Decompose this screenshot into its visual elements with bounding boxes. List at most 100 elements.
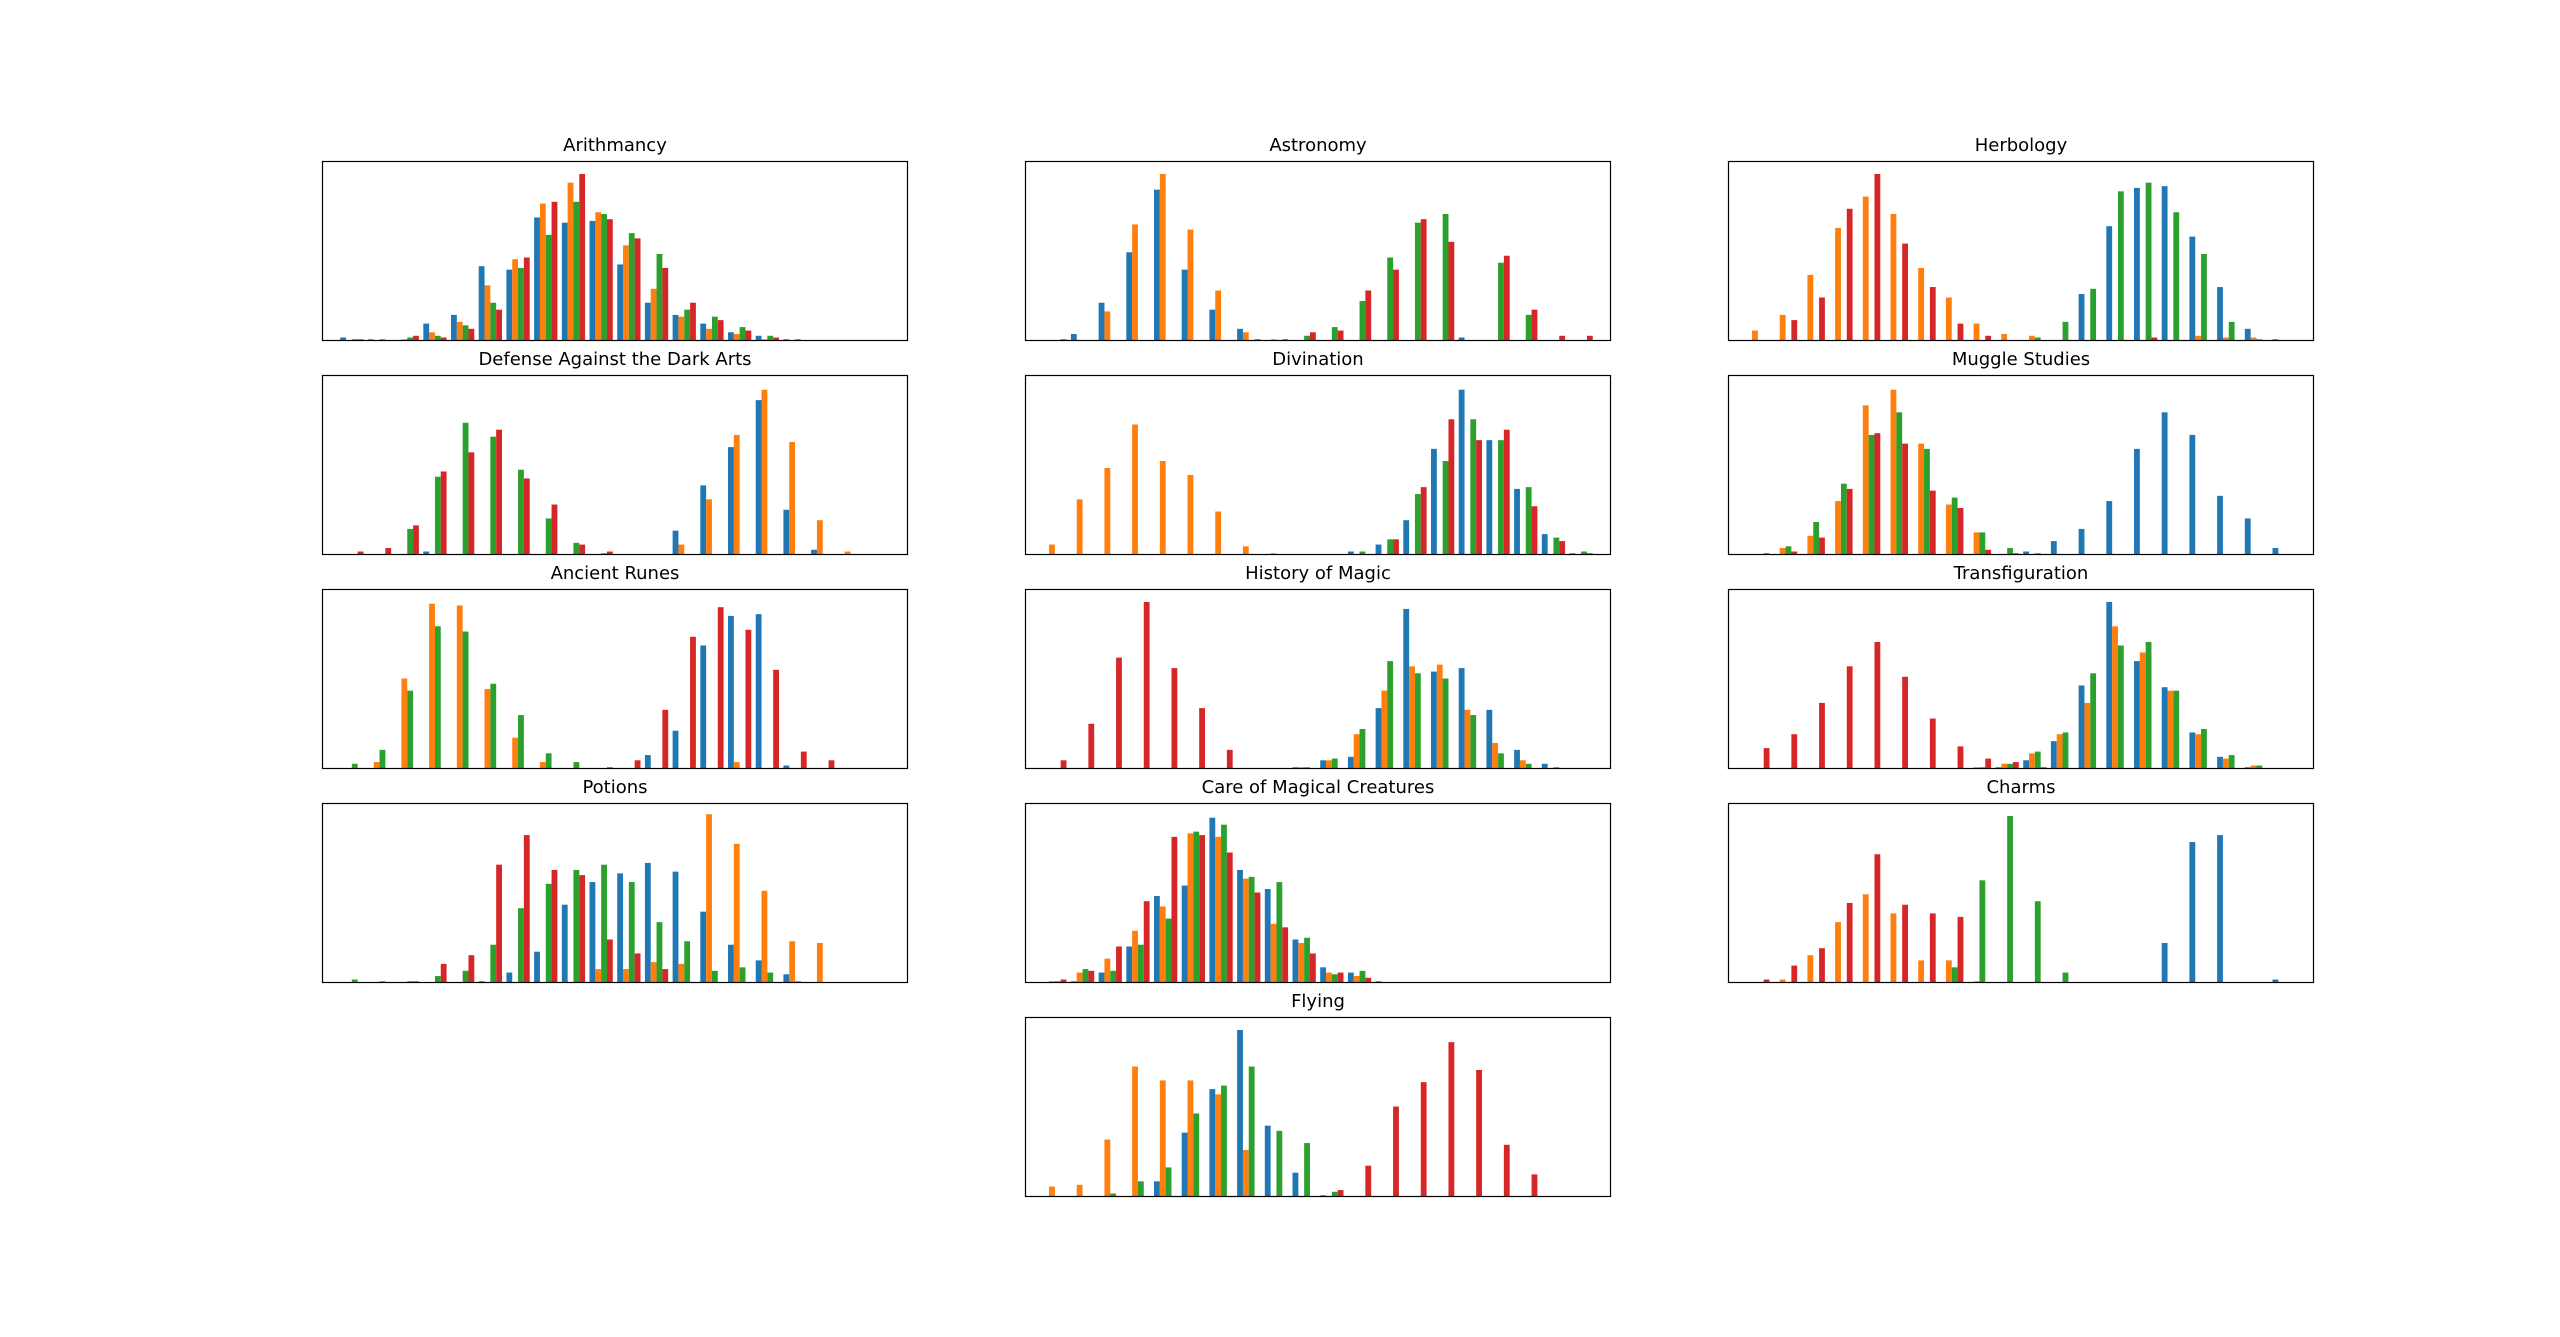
histogram-bar [1840, 483, 1847, 555]
histogram-bar [1492, 742, 1499, 769]
histogram-bar [1420, 487, 1427, 555]
histogram-bar [1132, 224, 1138, 341]
histogram-bar [650, 288, 657, 341]
histogram-bar [1929, 913, 1936, 983]
histogram-bar [634, 953, 641, 983]
histogram-bar [1819, 297, 1825, 341]
histogram-bar [512, 259, 519, 341]
histogram-bar [1237, 1029, 1243, 1197]
histogram-bar [656, 254, 663, 341]
panel-potions: Potions [321, 777, 909, 984]
histogram-bar [1420, 219, 1427, 341]
histogram-bar [2250, 765, 2257, 769]
histogram-bar [1187, 474, 1194, 555]
histogram-bar [789, 941, 796, 983]
histogram-bar [595, 969, 602, 983]
histogram-bar [1292, 939, 1299, 983]
histogram-bar [1945, 504, 1952, 555]
histogram-bar [1326, 972, 1332, 983]
histogram-bar [518, 908, 524, 983]
histogram-bar [1403, 520, 1410, 555]
histogram-bar [662, 267, 669, 341]
histogram-bar [1187, 229, 1194, 341]
histogram-bar [2084, 702, 2091, 769]
axes-frame [321, 160, 909, 342]
histogram-bar [2173, 212, 2180, 341]
histogram-bar [644, 862, 651, 983]
histogram-bar [2189, 732, 2196, 769]
histogram-bar [2078, 685, 2085, 769]
histogram-bar [733, 334, 740, 341]
histogram-bar [1110, 1193, 1117, 1197]
histogram-bar [1132, 424, 1138, 555]
histogram-bar [1779, 979, 1786, 983]
histogram-bar [755, 960, 762, 983]
histogram-bar [1375, 544, 1382, 555]
histogram-bar [678, 544, 685, 555]
histogram-bar [1237, 328, 1243, 341]
histogram-bar [1514, 488, 1520, 555]
histogram-bar [2117, 191, 2124, 341]
histogram-bar [1979, 880, 1986, 983]
histogram-bar [413, 335, 419, 341]
histogram-bar [2056, 734, 2063, 769]
histogram-bar [490, 683, 497, 769]
histogram-bar [2034, 337, 2041, 341]
histogram-bar [783, 765, 790, 769]
histogram-bar [1763, 748, 1770, 769]
histogram-bar [1126, 252, 1133, 341]
histogram-bar [2112, 626, 2118, 769]
histogram-bar [2201, 254, 2207, 341]
histogram-bar [1503, 1144, 1510, 1197]
histogram-bar [1181, 885, 1188, 983]
histogram-bar [728, 332, 734, 341]
histogram-bar [2139, 652, 2146, 769]
histogram-bar [1807, 955, 1814, 983]
histogram-bar [606, 939, 613, 983]
histogram-bar [534, 217, 540, 341]
histogram-bar [1304, 335, 1310, 341]
histogram-bar [2029, 753, 2035, 769]
histogram-bar [1791, 320, 1798, 341]
histogram-bar [601, 213, 607, 341]
histogram-bar [434, 476, 441, 555]
axes-frame [321, 588, 909, 770]
axes-frame [321, 374, 909, 556]
histogram-bar [518, 469, 524, 555]
chart-title: Herbology [1974, 135, 2068, 156]
histogram-bar [1226, 749, 1233, 769]
histogram-bar [733, 843, 740, 983]
plot-area [1024, 160, 1612, 342]
histogram-bar [2090, 673, 2097, 769]
histogram-bar [717, 320, 724, 341]
histogram-bar [496, 309, 502, 341]
histogram-bar [606, 551, 613, 555]
histogram-bar [1929, 287, 1936, 341]
histogram-bar [1951, 967, 1958, 983]
histogram-bar [1264, 889, 1271, 983]
histogram-bar [1154, 189, 1160, 341]
histogram-bar [351, 763, 358, 769]
histogram-bar [1957, 508, 1964, 555]
histogram-bar [1215, 836, 1222, 983]
histogram-bar [1559, 541, 1566, 555]
histogram-bar [1448, 241, 1455, 341]
histogram-bar [1088, 723, 1095, 769]
histogram-bar [468, 955, 475, 983]
plot-area [1024, 802, 1612, 984]
histogram-bar [429, 603, 435, 769]
histogram-bar [1862, 405, 1869, 555]
histogram-bar [1215, 511, 1222, 555]
histogram-bar [1531, 309, 1538, 341]
histogram-bar [684, 309, 691, 341]
panel-flying: Flying [1024, 991, 1612, 1198]
histogram-bar [440, 471, 447, 555]
histogram-bar [1171, 836, 1178, 983]
panel-care-of-magical-creatures: Care of Magical Creatures [1024, 777, 1612, 984]
histogram-bar [767, 335, 774, 341]
histogram-bar [1519, 760, 1526, 769]
histogram-bar [644, 302, 651, 341]
histogram-bar [816, 520, 823, 555]
histogram-bar [413, 525, 419, 555]
axes-frame [1727, 588, 2315, 770]
